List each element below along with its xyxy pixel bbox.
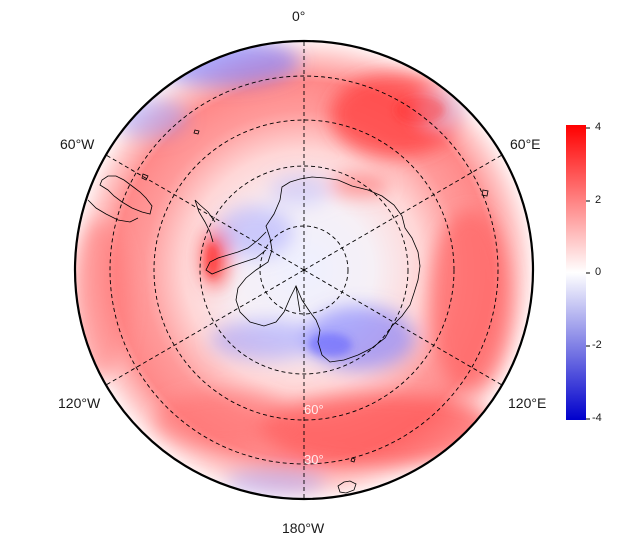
island-small-north — [193, 129, 200, 135]
longitude-label-120e: 120°E — [508, 395, 547, 411]
island-macquarie — [350, 457, 356, 463]
meridian-120w — [105, 269, 305, 386]
graticule — [105, 41, 503, 499]
ice-shelf-line — [295, 285, 301, 313]
coastlines — [87, 129, 489, 494]
colorbar-ticks — [586, 127, 590, 420]
new-zealand-coastline — [337, 480, 357, 494]
longitude-label-180w: 180°W — [282, 520, 325, 536]
colorbar-tick-label: -4 — [592, 412, 602, 424]
longitude-label-120w: 120°W — [58, 395, 101, 411]
colorbar-tick-label: -2 — [592, 339, 602, 351]
map-boundary — [73, 39, 535, 501]
island-south-georgia — [141, 173, 149, 181]
south-america-coastline — [99, 175, 153, 215]
colorbar-tick-label: 4 — [595, 121, 602, 133]
longitude-label-60w: 60°W — [60, 136, 95, 152]
meridian-120e — [303, 269, 503, 386]
peninsula-tip — [194, 199, 216, 243]
meridian-60w — [105, 154, 305, 271]
colorbar-tick-label: 2 — [595, 194, 602, 206]
meridian-60e — [303, 154, 503, 271]
latitude-circle-30 — [109, 75, 499, 465]
island-kerguelen — [481, 189, 489, 197]
longitude-label-60e: 60°E — [510, 136, 541, 152]
latitude-circle-60 — [153, 119, 455, 421]
colorbar-tick-label: 0 — [595, 266, 602, 278]
latitude-circle-inner — [259, 225, 349, 315]
tierra-del-fuego — [87, 199, 139, 223]
antarctic-peninsula-coastline — [205, 231, 267, 275]
colorbar — [566, 125, 586, 420]
latitude-label-60: 60° — [304, 402, 324, 417]
longitude-label-0: 0° — [292, 8, 306, 24]
latitude-circle-mid — [199, 165, 409, 375]
antarctica-coastline — [235, 176, 421, 363]
latitude-label-30: 30° — [304, 452, 324, 467]
